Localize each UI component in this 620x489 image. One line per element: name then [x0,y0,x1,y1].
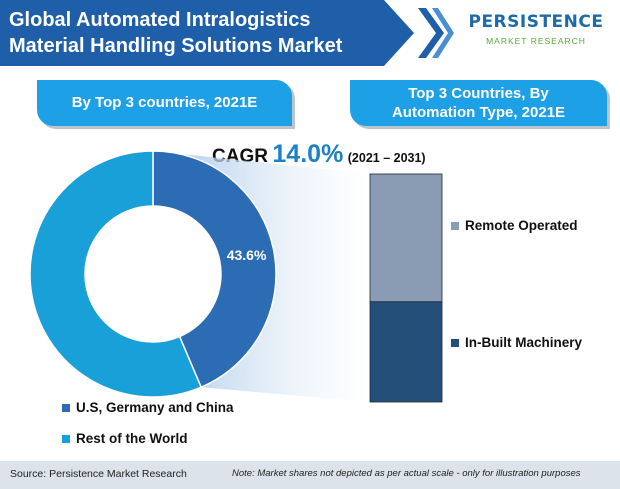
legend-item-in-built-machinery: In-Built Machinery [451,335,582,350]
legend-label: In-Built Machinery [465,335,583,350]
title-banner [0,0,414,66]
legend-label: Remote Operated [465,218,578,233]
decorative-stripes [418,8,454,58]
logo-name: PERSISTENCE [468,12,604,32]
legend-swatch [62,403,70,412]
legend-item-remote-operated: Remote Operated [451,218,578,233]
left-panel-label: By Top 3 countries, 2021E [37,80,292,126]
legend-item-us-germany-china: U.S, Germany and China [62,400,234,415]
note-text: Note: Market shares not depicted as per … [232,468,581,479]
right-panel-line-2: Automation Type, 2021E [391,104,566,121]
bar-segment-remote-operated [369,173,443,303]
donut-data-label: 43.6% [227,247,267,263]
legend-label: Rest of the World [76,431,188,446]
right-panel-line-1: Top 3 Countries, By [408,85,549,102]
title-line-1: Global Automated Intralogistics [9,9,311,31]
logo-subtitle: MARKET RESEARCH [486,36,586,46]
legend-item-rest-of-world: Rest of the World [62,431,188,446]
donut-slice-2 [29,150,203,398]
legend-swatch [451,221,459,230]
page-title: Global Automated Intralogistics Material… [9,7,389,59]
right-panel-label: Top 3 Countries, By Automation Type, 202… [350,80,607,126]
logo: PERSISTENCE MARKET RESEARCH [466,12,606,56]
source-text: Source: Persistence Market Research [10,468,187,480]
legend-label: U.S, Germany and China [76,400,234,415]
legend-swatch [451,338,459,347]
cagr-value: 14.0% [272,140,344,168]
legend-swatch [62,434,70,443]
donut-slice-1 [152,150,277,389]
footer: Source: Persistence Market Research Note… [0,461,620,489]
cagr-period: (2021 – 2031) [347,151,426,165]
title-line-2: Material Handling Solutions Market [9,35,343,57]
bar-segment-in-built-machinery [369,301,443,403]
chart-area: 43.6% [29,150,443,403]
connector-wedge [153,151,370,402]
